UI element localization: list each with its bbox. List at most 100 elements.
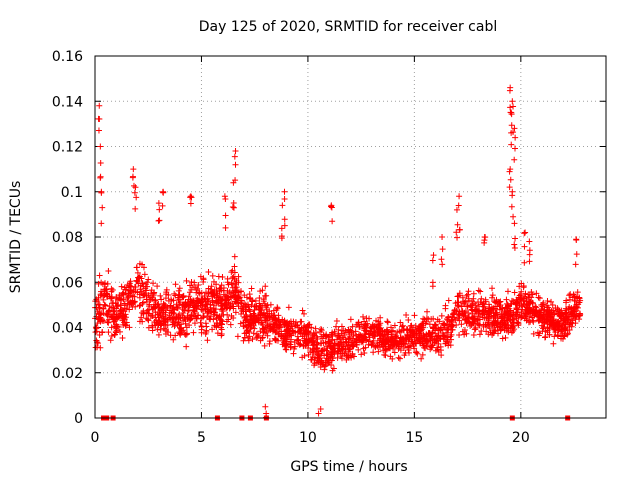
data-point: [521, 259, 528, 266]
data-point: [384, 319, 391, 326]
data-point: [95, 294, 102, 301]
data-point: [154, 311, 161, 318]
data-point: [403, 326, 410, 333]
data-point: [272, 329, 279, 336]
data-point: [467, 322, 474, 329]
data-point: [458, 303, 465, 310]
data-point: [176, 285, 183, 292]
data-point: [485, 316, 492, 323]
data-point: [175, 292, 182, 299]
data-point: [94, 340, 101, 347]
data-point: [446, 338, 453, 345]
data-point: [356, 337, 363, 344]
data-point: [270, 320, 277, 327]
data-point: [295, 336, 302, 343]
data-point: [369, 339, 376, 346]
data-point: [101, 301, 108, 308]
data-point: [439, 246, 446, 253]
data-point: [405, 317, 412, 324]
data-point: [377, 320, 384, 327]
data-point: [339, 334, 346, 341]
data-point: [529, 300, 536, 307]
data-point: [321, 363, 328, 370]
data-point: [96, 102, 103, 109]
data-point: [508, 122, 515, 129]
data-point: [328, 204, 335, 211]
data-point: [436, 318, 443, 325]
data-point: [215, 273, 222, 280]
data-point: [413, 334, 420, 341]
data-point: [188, 194, 195, 201]
data-point: [486, 301, 493, 308]
data-point: [440, 331, 447, 338]
data-point: [544, 325, 551, 332]
data-point: [155, 217, 162, 224]
data-point: [507, 176, 514, 183]
data-point: [256, 302, 263, 309]
data-point: [482, 321, 489, 328]
data-point: [318, 358, 325, 365]
data-point: [221, 291, 228, 298]
data-point: [441, 322, 448, 329]
data-point: [102, 280, 109, 287]
data-point: [228, 290, 235, 297]
data-point: [100, 292, 107, 299]
data-point: [251, 318, 258, 325]
data-point: [550, 340, 557, 347]
data-point: [494, 303, 500, 310]
data-point: [541, 321, 548, 328]
data-point: [135, 274, 142, 281]
data-point: [120, 312, 127, 319]
data-point: [366, 315, 373, 322]
data-point: [140, 308, 147, 315]
data-point: [525, 291, 532, 298]
data-point: [232, 161, 239, 168]
data-point: [508, 141, 515, 148]
data-point: [343, 339, 350, 346]
data-point: [260, 298, 267, 305]
data-point: [222, 195, 229, 202]
data-point: [360, 335, 367, 342]
data-point: [525, 302, 532, 309]
data-point: [461, 327, 468, 334]
data-point: [510, 213, 517, 220]
data-point: [447, 321, 454, 328]
data-point: [209, 326, 216, 333]
data-point: [573, 251, 580, 258]
data-point: [124, 295, 131, 302]
data-point: [207, 316, 214, 323]
data-point: [482, 307, 489, 314]
data-point: [95, 127, 102, 134]
data-point: [554, 318, 561, 325]
data-point: [470, 331, 477, 338]
data-point: [396, 328, 403, 335]
data-point: [482, 234, 489, 241]
data-point: [555, 306, 562, 313]
data-point: [145, 276, 152, 283]
data-point: [566, 296, 573, 303]
data-point: [96, 332, 103, 339]
data-point: [202, 297, 209, 304]
data-point: [287, 343, 294, 350]
data-point: [145, 292, 152, 299]
data-point: [472, 302, 479, 309]
data-point: [409, 327, 416, 334]
data-point: [477, 288, 484, 295]
data-point: [454, 221, 461, 228]
data-point: [181, 331, 188, 338]
data-point: [95, 280, 102, 287]
data-point: [387, 353, 394, 360]
data-point: [577, 297, 584, 304]
data-point: [138, 314, 145, 321]
data-point: [170, 336, 177, 343]
data-point: [216, 288, 223, 295]
data-point: [260, 325, 267, 332]
data-point: [311, 331, 318, 338]
data-point: [427, 346, 434, 353]
data-point: [334, 342, 341, 349]
data-point: [119, 307, 126, 314]
data-point: [483, 309, 490, 316]
data-point: [186, 293, 193, 300]
data-point: [551, 320, 558, 327]
data-point: [529, 314, 536, 321]
